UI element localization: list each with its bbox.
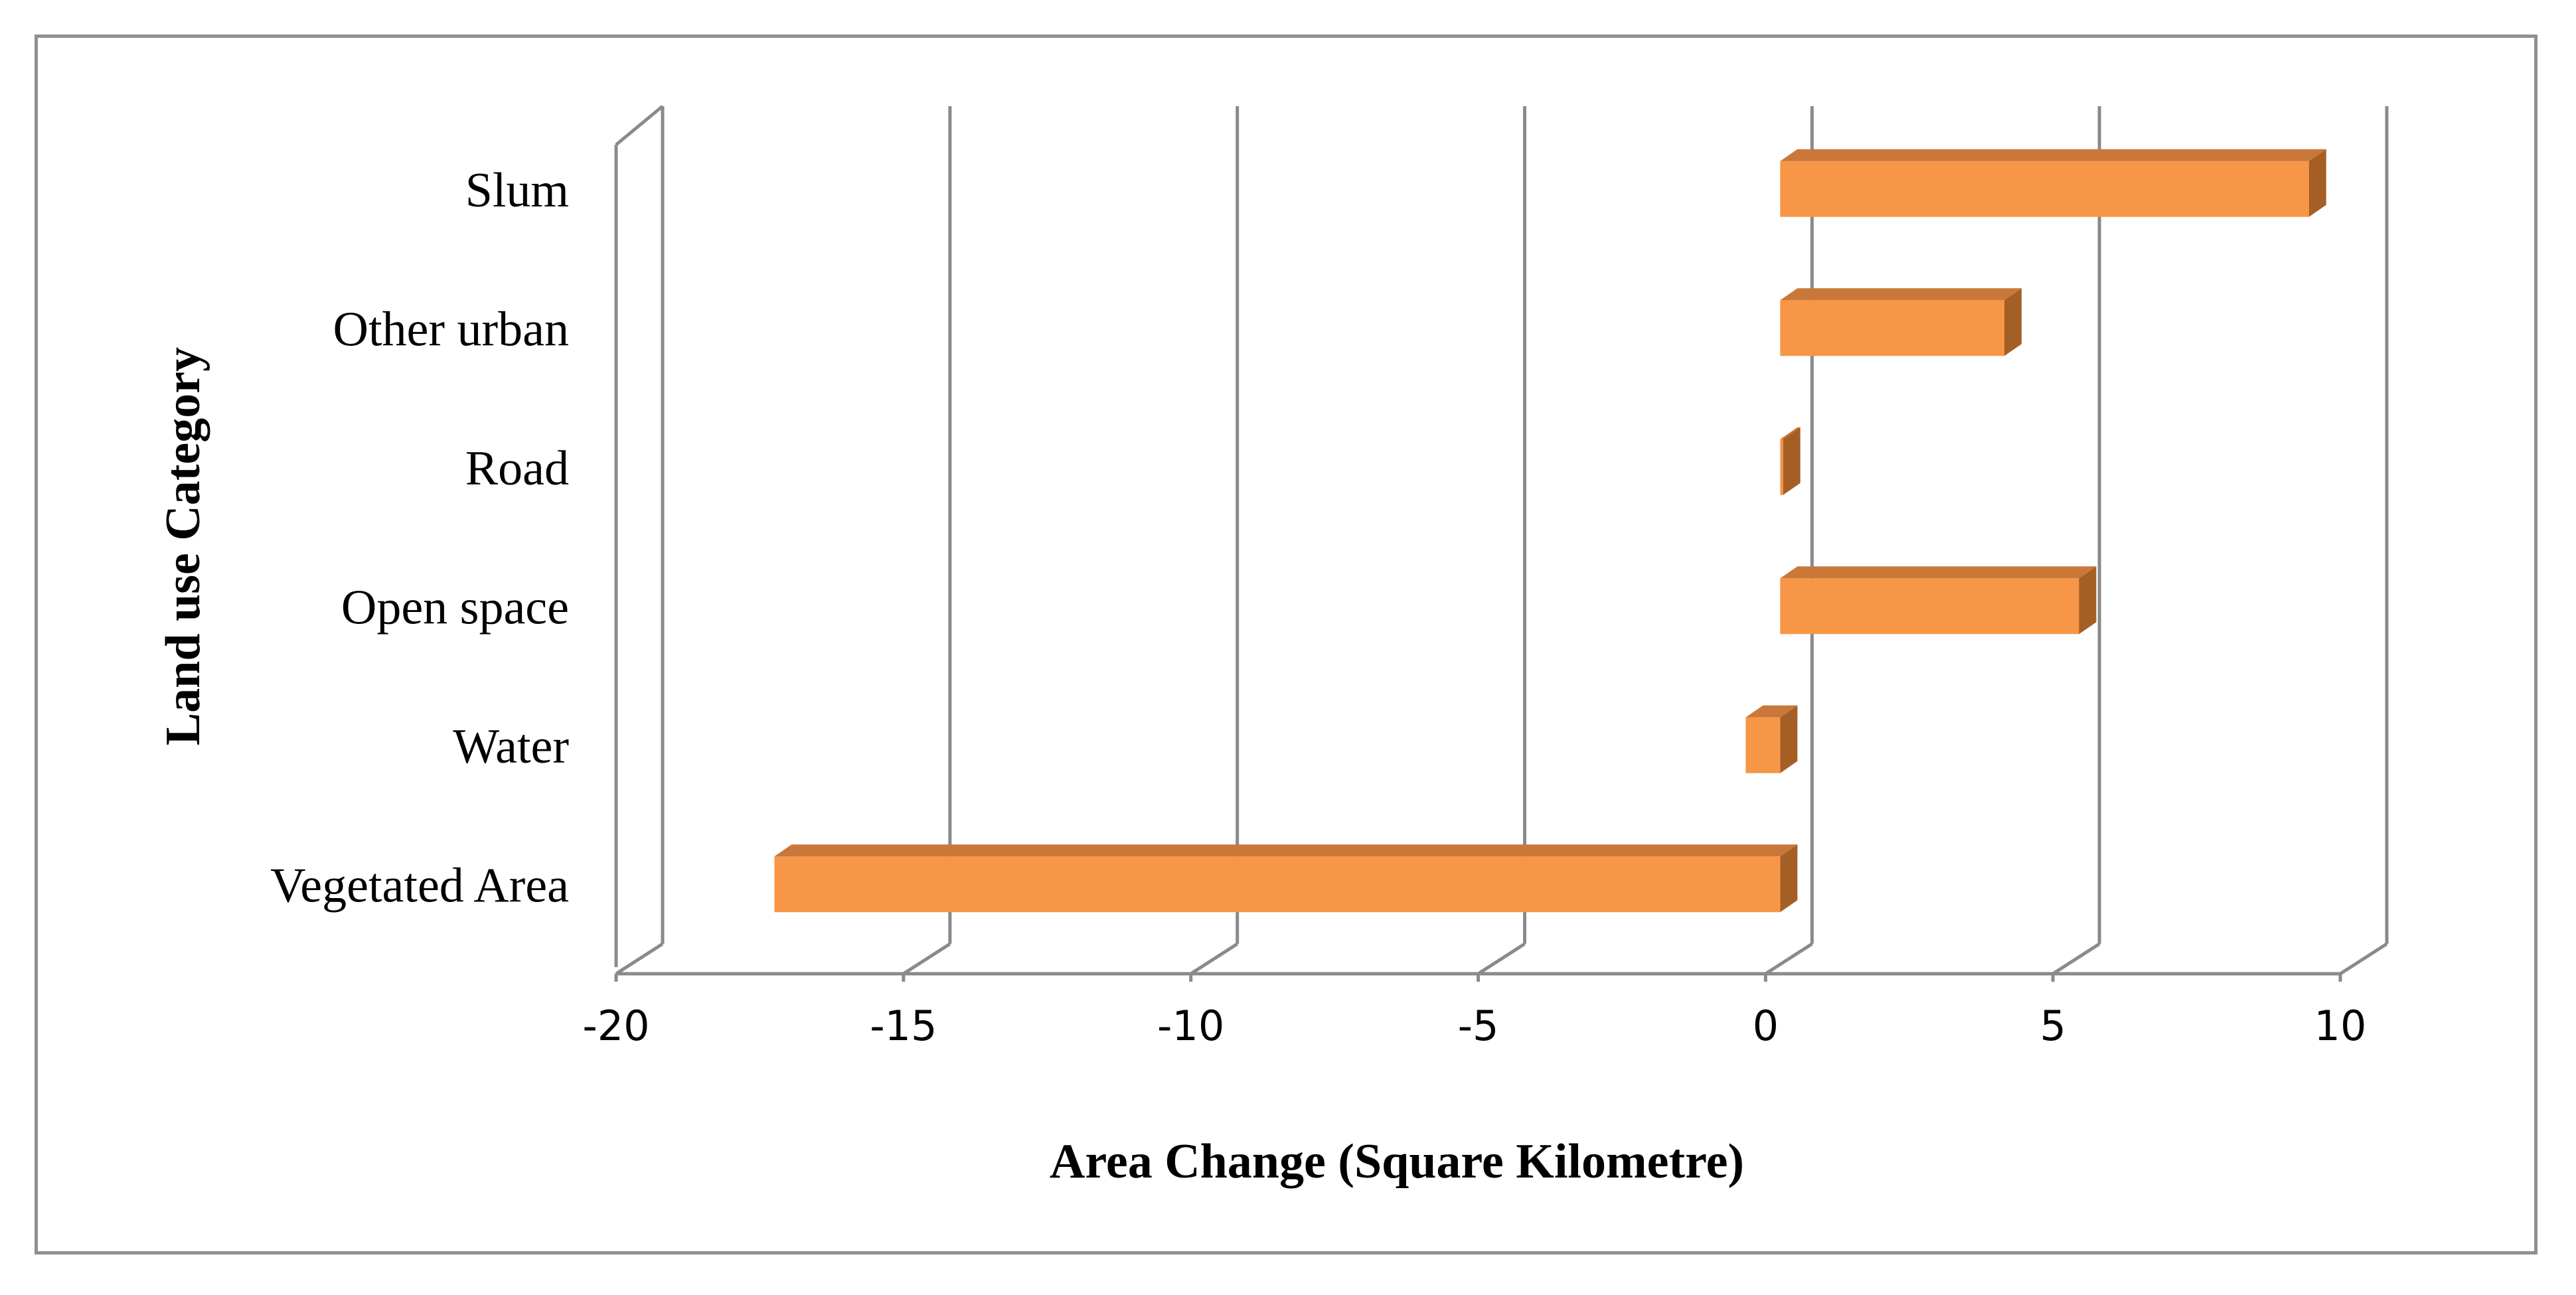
x-tick-label: -10 [1157,1002,1224,1050]
floor-gridline [615,942,664,976]
bar-top-face [774,844,1798,857]
bar-side-face [1780,844,1798,913]
category-label: Other urban [333,302,569,356]
x-tick-label: -5 [1458,1002,1499,1050]
category-label: Open space [341,580,569,635]
floor-gridline [2052,942,2101,976]
floor-gridline [1477,942,1526,976]
bar-top-face [1780,427,1801,439]
bar-top-face [1780,149,2326,161]
x-tick-label: -20 [582,1002,649,1050]
bar-side-face [1780,705,1798,773]
wall-top-edge [615,105,664,146]
gridlines [614,105,2389,982]
bar [1745,717,1781,773]
bar [774,856,1781,913]
category-label: Vegetated Area [270,858,569,913]
floor-gridline [1190,942,1239,976]
floor-gridline [1764,942,1813,976]
bar-side-face [1783,427,1801,495]
bars [774,149,2326,913]
bar-top-face [1745,705,1798,718]
chart-frame [35,35,2537,1255]
category-label: Water [453,720,569,774]
category-label: Slum [465,163,569,218]
x-tick-label: 0 [1753,1002,1779,1050]
bar-top-face [1780,566,2097,579]
bar [1780,161,2309,217]
x-tick-label: -15 [870,1002,937,1050]
category-label: Road [465,441,569,496]
bar-top-face [1780,288,2022,301]
bar [1780,578,2079,635]
x-tick-label: 5 [2040,1002,2065,1050]
labels: -20 -15 -10 -5 0 5 10 Vegetated Area Water Open s… [270,163,2366,1050]
bar-side-face [2308,149,2326,217]
x-axis-title: Area Change (Square Kilometre) [1050,1134,1744,1189]
floor-gridline [2339,942,2388,976]
x-tick-label: 10 [2314,1002,2367,1050]
bar [1780,439,1783,495]
floor-gridline [902,942,951,976]
bar [1780,300,2004,356]
y-axis-title: Land use Category [156,347,210,745]
bar-side-face [2079,566,2097,635]
bar-side-face [2004,288,2022,356]
